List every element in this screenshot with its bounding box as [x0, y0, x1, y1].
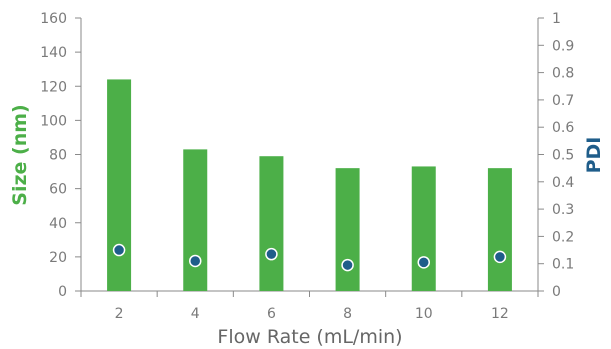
y-left-tick-label: 160: [40, 11, 67, 27]
y-right-tick-label: 0.5: [552, 148, 574, 164]
y-right-tick-label: 0.6: [552, 120, 574, 136]
x-axis-label: Flow Rate (mL/min): [217, 326, 402, 348]
y-axis-label-left: Size (nm): [9, 104, 31, 205]
bars: [107, 79, 512, 291]
x-tick-label: 6: [267, 306, 276, 322]
points: [112, 243, 507, 272]
y-right-tick-label: 0.9: [552, 38, 574, 54]
y-right-tick-label: 1: [552, 11, 561, 27]
size-bar: [183, 149, 208, 291]
pdi-point: [417, 256, 430, 269]
x-tick-label: 2: [115, 306, 124, 322]
y-left-tick-label: 140: [40, 45, 67, 61]
y-right-tick-label: 0.8: [552, 66, 574, 82]
ticks: 0 20 40 60 80 100 120 140 160 0 0.1 0.2 0.3 0.4 0.5 0.6…: [40, 11, 574, 322]
y-left-tick-label: 100: [40, 113, 67, 129]
size-bar: [107, 79, 132, 291]
y-right-tick-label: 0.7: [552, 93, 574, 109]
pdi-point: [493, 250, 507, 264]
size-bar: [411, 166, 436, 291]
pdi-point: [189, 254, 202, 268]
size-bar: [259, 156, 284, 291]
pdi-point: [265, 247, 278, 261]
x-tick-label: 10: [415, 306, 433, 322]
y-left-tick-label: 80: [49, 148, 67, 164]
y-right-tick-label: 0.4: [552, 175, 574, 191]
y-left-tick-label: 0: [58, 284, 67, 300]
y-axis-label-right: PDI: [583, 137, 605, 174]
x-tick-label: 12: [491, 306, 509, 322]
y-left-tick-label: 20: [49, 250, 67, 266]
pdi-point: [112, 243, 126, 257]
axes: [80, 18, 539, 292]
y-right-tick-label: 0: [552, 284, 561, 300]
size-bar: [487, 168, 512, 291]
y-left-tick-label: 40: [49, 216, 67, 232]
x-tick-label: 8: [343, 306, 352, 322]
size-bar: [335, 168, 360, 291]
pdi-point: [341, 258, 354, 272]
x-tick-label: 4: [191, 306, 200, 322]
y-right-tick-label: 0.3: [552, 202, 574, 218]
y-right-tick-label: 0.2: [552, 229, 574, 245]
y-right-tick-label: 0.1: [552, 257, 574, 273]
y-left-tick-label: 60: [49, 182, 67, 198]
y-left-tick-label: 120: [40, 79, 67, 95]
